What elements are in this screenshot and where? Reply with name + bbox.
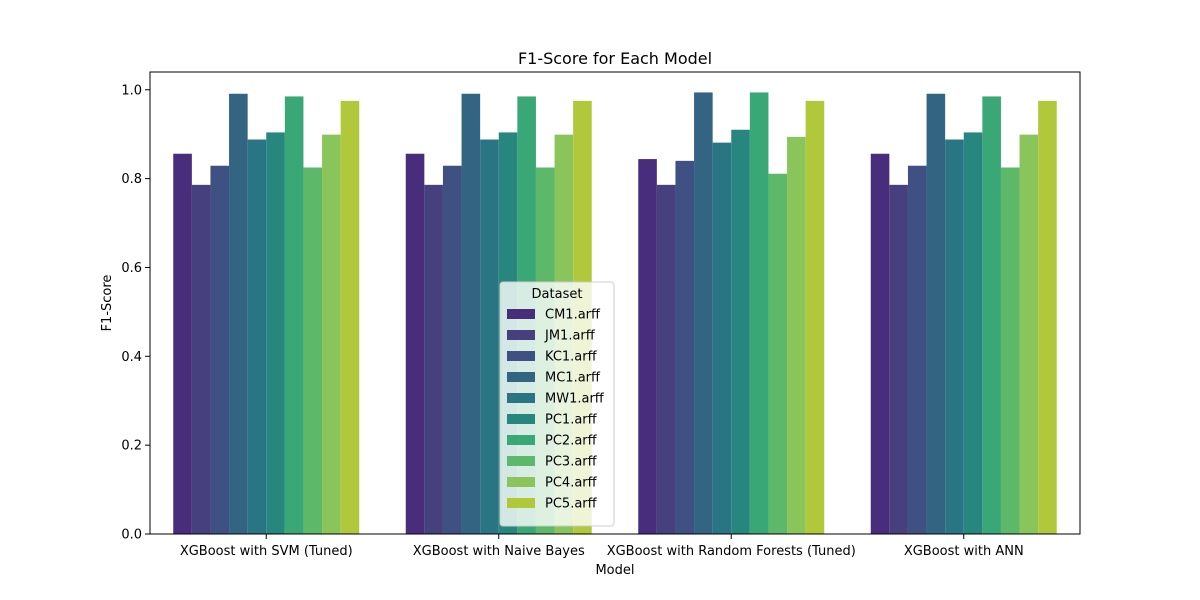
bar [405, 153, 425, 534]
bar [749, 92, 769, 534]
legend-swatch [507, 309, 535, 319]
bar [889, 184, 908, 535]
bar [303, 167, 323, 534]
bar [442, 165, 462, 534]
y-tick-label: 0.6 [121, 261, 142, 276]
legend-swatch [507, 330, 535, 340]
bar [787, 136, 806, 534]
bar [731, 129, 750, 534]
y-tick-label: 0.4 [121, 350, 142, 365]
plot-frame [149, 71, 1081, 535]
legend-entry: PC5.arff [545, 497, 598, 512]
bar [926, 93, 946, 535]
bar [210, 165, 230, 534]
bar [173, 153, 192, 534]
bar [266, 132, 285, 534]
bar [982, 96, 1001, 535]
legend-entry: PC4.arff [545, 476, 598, 491]
bars-group [173, 92, 1057, 535]
legend-entry: CM1.arff [545, 308, 601, 323]
legend-entry: MC1.arff [545, 371, 601, 386]
bar [907, 165, 927, 534]
legend-title: Dataset [532, 287, 583, 302]
legend-swatch [507, 477, 535, 487]
legend-swatch [507, 414, 535, 424]
bar [805, 100, 825, 534]
bar [1000, 167, 1020, 534]
bar [322, 134, 341, 534]
legend-entry: PC3.arff [545, 455, 598, 470]
chart-title: F1-Score for Each Model [518, 49, 712, 68]
x-tick-label: XGBoost with Random Forests (Tuned) [607, 544, 856, 559]
x-axis-label: Model [595, 563, 634, 578]
y-axis: 0.0 0.2 0.4 0.6 0.8 1.0 [121, 83, 150, 543]
legend-swatch [507, 435, 535, 445]
legend-entry: KC1.arff [545, 350, 598, 365]
y-tick-label: 0.2 [121, 439, 142, 454]
bar [712, 142, 732, 534]
bar [870, 153, 890, 534]
bar [461, 93, 481, 535]
bar [675, 160, 695, 534]
y-tick-label: 0.8 [121, 172, 142, 187]
legend-swatch [507, 351, 535, 361]
bar [191, 184, 211, 535]
bar [229, 93, 248, 535]
bar [247, 139, 267, 534]
legend-entry: PC2.arff [545, 434, 598, 449]
y-axis-label: F1-Score [100, 275, 115, 332]
legend-entry: PC1.arff [545, 413, 598, 428]
bar [480, 139, 499, 534]
x-tick-label: XGBoost with Naive Bayes [413, 544, 585, 559]
bar [963, 132, 983, 534]
legend-swatch [507, 456, 535, 466]
bar [768, 173, 788, 534]
y-tick-label: 1.0 [121, 83, 142, 98]
bar [694, 92, 713, 534]
bar [656, 184, 676, 535]
bar [1038, 100, 1057, 534]
bar [340, 100, 360, 534]
legend-entry: JM1.arff [544, 329, 596, 344]
bar [945, 139, 964, 534]
legend-swatch [507, 393, 535, 403]
legend-swatch [507, 372, 535, 382]
bar [638, 159, 657, 535]
x-tick-label: XGBoost with SVM (Tuned) [180, 544, 353, 559]
x-tick-label: XGBoost with ANN [904, 544, 1024, 559]
bar [1019, 134, 1039, 534]
bar [424, 184, 443, 535]
bar [284, 96, 304, 535]
y-tick-label: 0.0 [121, 528, 142, 543]
legend-entry: MW1.arff [545, 392, 605, 407]
x-axis: XGBoost with SVM (Tuned) XGBoost with Nai… [180, 534, 1024, 559]
legend-swatch [507, 498, 535, 508]
legend: Dataset CM1.arff JM1.arff KC1.arff MC1.arff M… [499, 281, 615, 527]
